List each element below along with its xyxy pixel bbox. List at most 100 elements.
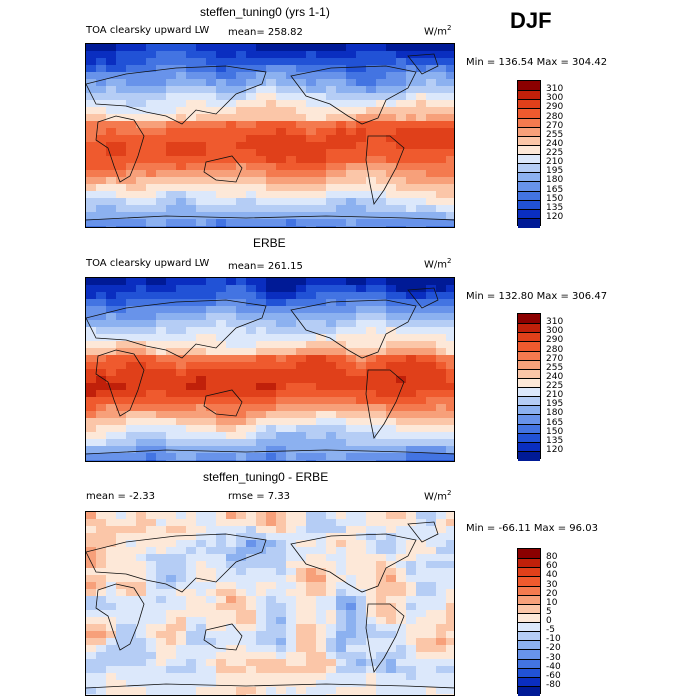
map-cell	[226, 51, 237, 59]
map-cell	[416, 327, 427, 335]
map-cell	[86, 561, 97, 569]
map-cell	[176, 554, 187, 562]
map-cell	[256, 418, 267, 426]
map-cell	[386, 121, 397, 129]
map-cell	[86, 432, 97, 440]
map-cell	[176, 526, 187, 534]
map-cell	[286, 617, 297, 625]
map-cell	[196, 142, 207, 150]
map-cell	[96, 44, 107, 52]
map-cell	[206, 446, 217, 454]
map-cell	[336, 58, 347, 66]
map-cell	[116, 652, 127, 660]
map-cell	[406, 666, 417, 674]
map-cell	[346, 65, 357, 73]
map-cell	[126, 100, 137, 108]
map-cell	[436, 561, 447, 569]
map-cell	[436, 376, 447, 384]
map-cell	[236, 348, 247, 356]
map-cell	[176, 446, 187, 454]
map-cell	[326, 610, 337, 618]
map-cell	[176, 362, 187, 370]
map-cell	[136, 334, 147, 342]
map-cell	[186, 177, 197, 185]
map-cell	[186, 610, 197, 618]
map-cell	[426, 135, 437, 143]
map-cell	[196, 79, 207, 87]
map-cell	[366, 432, 377, 440]
map-cell	[116, 362, 127, 370]
map-cell	[376, 226, 387, 227]
map-cell	[386, 512, 397, 520]
map-cell	[346, 512, 357, 520]
map-cell	[296, 191, 307, 199]
map-cell	[226, 397, 237, 405]
map-cell	[156, 411, 167, 419]
map-cell	[366, 334, 377, 342]
map-cell	[156, 596, 167, 604]
map-cell	[426, 694, 437, 695]
map-cell	[106, 446, 117, 454]
map-cell	[206, 610, 217, 618]
map-cell	[226, 411, 237, 419]
map-cell	[416, 533, 427, 541]
map-cell	[316, 149, 327, 157]
map-cell	[196, 547, 207, 555]
map-cell	[436, 533, 447, 541]
map-cell	[136, 198, 147, 206]
colorbar-swatch	[518, 163, 540, 173]
map-cell	[246, 163, 257, 171]
map-cell	[186, 156, 197, 164]
map-cell	[176, 582, 187, 590]
map-cell	[126, 694, 137, 695]
map-cell	[236, 533, 247, 541]
map-cell	[86, 285, 97, 293]
map-cell	[376, 299, 387, 307]
map-cell	[196, 526, 207, 534]
map-cell	[116, 348, 127, 356]
map-cell	[316, 425, 327, 433]
colorbar-tick-label: 270	[546, 120, 564, 131]
map-cell	[446, 547, 454, 555]
map-cell	[406, 610, 417, 618]
colorbar-swatch	[518, 190, 540, 201]
map-cell	[266, 666, 277, 674]
map-cell	[106, 687, 117, 695]
map-cell	[236, 589, 247, 597]
map-cell	[436, 184, 447, 192]
map-cell	[146, 596, 157, 604]
map-cell	[96, 93, 107, 101]
map-cell	[106, 219, 117, 227]
map-cell	[206, 191, 217, 199]
map-cell	[226, 603, 237, 611]
map-cell	[256, 114, 267, 122]
map-cell	[216, 666, 227, 674]
map-cell	[146, 205, 157, 213]
map-cell	[116, 191, 127, 199]
map-cell	[136, 561, 147, 569]
map-cell	[426, 404, 437, 412]
map-cell	[206, 320, 217, 328]
map-cell	[346, 313, 357, 321]
map-cell	[96, 453, 107, 461]
map-cell	[216, 418, 227, 426]
map-cell	[116, 341, 127, 349]
map-cell	[106, 453, 117, 461]
map-cell	[296, 292, 307, 300]
map-cell	[366, 184, 377, 192]
map-cell	[176, 135, 187, 143]
map-cell	[206, 334, 217, 342]
map-cell	[236, 624, 247, 632]
map-cell	[406, 694, 417, 695]
map-cell	[226, 638, 237, 646]
map-cell	[296, 411, 307, 419]
map-cell	[236, 65, 247, 73]
map-cell	[166, 383, 177, 391]
map-cell	[136, 446, 147, 454]
season-label: DJF	[510, 8, 552, 33]
map-cell	[286, 652, 297, 660]
map-cell	[356, 624, 367, 632]
map-cell	[116, 205, 127, 213]
map-cell	[246, 128, 257, 136]
map-cell	[246, 404, 257, 412]
